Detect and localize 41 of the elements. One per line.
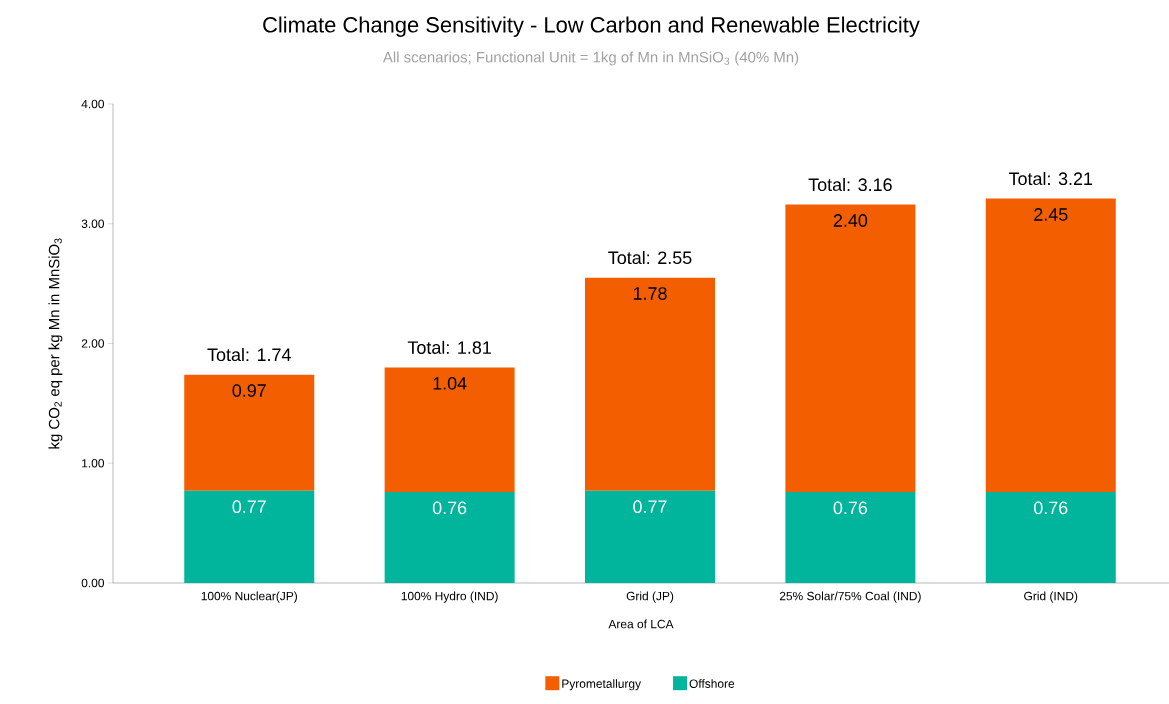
data-label: 0.76 xyxy=(432,501,467,515)
x-tick-label: Grid (IND) xyxy=(1024,591,1078,603)
x-tick-label: 100% Hydro (IND) xyxy=(401,591,498,603)
data-label: 0.97 xyxy=(232,384,266,397)
legend-label: Offshore xyxy=(689,679,735,688)
y-tick-label: 2.00 xyxy=(81,339,105,348)
total-label: Total: 1.81 xyxy=(407,340,491,354)
data-label: 0.77 xyxy=(232,500,266,514)
data-label: 0.76 xyxy=(833,501,868,515)
total-label: Total: 3.16 xyxy=(808,177,892,192)
data-label: 1.04 xyxy=(433,376,467,390)
bar xyxy=(985,491,1116,583)
total-label: Total: 1.74 xyxy=(207,347,291,362)
data-label: 2.45 xyxy=(1034,208,1068,221)
bar xyxy=(785,204,916,492)
chart-title: Climate Change Sensitivity - Low Carbon and Renewable Electricity xyxy=(263,16,920,37)
y-tick-label: 1.00 xyxy=(82,459,105,468)
chart-subtitle: All scenarios; Functional Unit = 1kg of Mn in MnSiO$_{3}$ (40% Mn) xyxy=(382,51,799,66)
x-axis-title: Area of LCA xyxy=(608,619,674,629)
x-tick-label: Grid (JP) xyxy=(626,591,674,603)
bar xyxy=(384,491,515,583)
x-tick-label: 100% Nuclear(JP) xyxy=(201,591,297,603)
bar xyxy=(585,277,716,491)
total-label: Total: 3.21 xyxy=(1008,171,1093,186)
bar xyxy=(585,490,716,583)
bar xyxy=(985,198,1116,492)
bar xyxy=(785,491,916,583)
x-tick-label: 25% Solar/75% Coal (IND) xyxy=(779,591,921,603)
y-axis-title: kg CO$_{2}$ eq per kg Mn in MnSiO$_{3}$ xyxy=(48,238,63,449)
y-tick-label: 4.00 xyxy=(81,99,105,109)
bar xyxy=(184,374,315,491)
y-tick-label: 3.00 xyxy=(81,219,105,228)
bar xyxy=(384,367,515,492)
data-label: 1.78 xyxy=(633,287,667,300)
data-label: 0.76 xyxy=(1034,501,1068,515)
y-tick-label: 0.00 xyxy=(81,578,105,588)
data-label: 0.77 xyxy=(633,500,667,514)
data-label: 2.40 xyxy=(833,214,868,227)
bar xyxy=(184,490,315,583)
total-label: Total: 2.55 xyxy=(608,250,692,265)
legend-label: Pyrometallurgy xyxy=(562,679,642,691)
